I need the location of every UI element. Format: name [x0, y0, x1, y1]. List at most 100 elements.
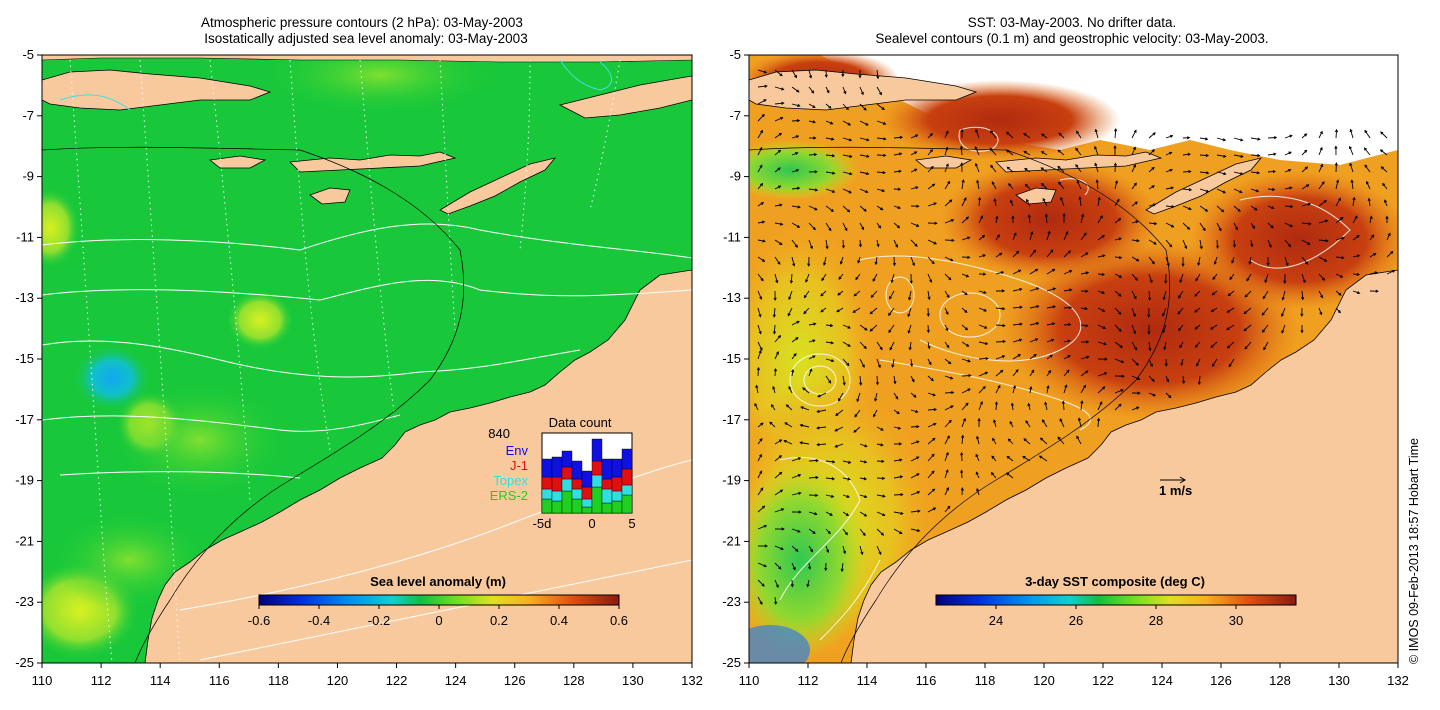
velocity-vector [1249, 256, 1252, 265]
sumbawa-island [209, 155, 267, 169]
velocity-vector-head [1337, 309, 1341, 314]
velocity-vector-head [932, 183, 936, 187]
velocity-vector [1029, 338, 1038, 343]
velocity-vector [808, 528, 816, 534]
velocity-vector-head [930, 165, 934, 170]
data-count-bar-segment [551, 500, 563, 514]
velocity-vector-head [1026, 198, 1029, 203]
velocity-vector [1318, 239, 1328, 242]
velocity-vector [825, 137, 834, 140]
velocity-vector-head [1379, 149, 1384, 153]
left-x-tick-label: 118 [268, 673, 289, 688]
velocity-vector-head [1104, 357, 1108, 361]
velocity-vector-head [960, 487, 964, 491]
velocity-vector [927, 290, 930, 300]
velocity-vector [910, 473, 920, 479]
velocity-vector [1012, 233, 1017, 241]
velocity-vector [1080, 324, 1088, 327]
velocity-vector-head [789, 280, 793, 284]
velocity-vector-head [796, 224, 801, 228]
velocity-vector-head [780, 508, 785, 512]
left-panel: Atmospheric pressure contours (2 hPa): 0… [15, 15, 703, 688]
velocity-vector-head [897, 205, 901, 210]
velocity-vector-head [773, 297, 777, 301]
velocity-vector-head [1069, 269, 1073, 273]
velocity-vector-head [967, 236, 971, 240]
velocity-vector [910, 440, 919, 445]
velocity-vector-head [1136, 258, 1140, 262]
velocity-vector-head [855, 276, 859, 281]
velocity-vector [944, 131, 949, 139]
velocity-vector-head [1349, 162, 1353, 166]
velocity-vector [859, 86, 864, 95]
velocity-vector [1046, 269, 1055, 275]
sla-cyan-contour [559, 59, 612, 91]
velocity-vector [961, 358, 971, 362]
velocity-vector-head [831, 137, 835, 141]
velocity-vector-head [1083, 232, 1087, 236]
velocity-vector-head [820, 293, 824, 297]
velocity-vector [1114, 358, 1124, 363]
velocity-vector [841, 562, 844, 572]
velocity-vector [1131, 341, 1137, 350]
velocity-vector [1080, 272, 1089, 275]
velocity-vector-head [1164, 280, 1168, 284]
velocity-vector [1301, 290, 1304, 300]
velocity-vector-head [814, 512, 818, 516]
left-title-line2: Isostatically adjusted sea level anomaly… [204, 31, 527, 46]
velocity-vector-head [1334, 145, 1338, 149]
velocity-vector-head [946, 435, 950, 439]
velocity-vector [784, 440, 793, 445]
sla-lime-area-3 [260, 55, 500, 115]
left-y-tick-label: -25 [15, 655, 34, 670]
velocity-vector-head [781, 101, 785, 105]
velocity-vector-head [1211, 363, 1215, 367]
velocity-vector-head [1188, 169, 1192, 174]
velocity-vector-head [960, 162, 964, 166]
velocity-vector [944, 435, 950, 445]
velocity-vector [910, 426, 919, 428]
velocity-vector-head [926, 329, 930, 334]
velocity-vector [910, 392, 917, 398]
velocity-vector [757, 165, 763, 173]
velocity-vector-head [964, 292, 968, 296]
velocity-vector [1063, 340, 1071, 343]
velocity-vector [961, 375, 971, 377]
velocity-vector [774, 69, 783, 77]
velocity-vector-head [1323, 199, 1327, 203]
velocity-vector-head [1232, 244, 1237, 248]
velocity-vector [1131, 256, 1139, 262]
velocity-vector [774, 596, 777, 605]
velocity-vector [1025, 420, 1031, 428]
velocity-vector [1318, 181, 1325, 190]
velocity-vector-head [914, 168, 918, 172]
velocity-vector [808, 459, 819, 462]
velocity-vector [1178, 324, 1184, 331]
velocity-vector [859, 477, 867, 480]
velocity-vector-head [1147, 331, 1151, 335]
velocity-vector-head [1188, 188, 1193, 192]
velocity-vector-head [764, 84, 768, 88]
right-cb-tick-label: 26 [1069, 613, 1083, 628]
velocity-vector-head [759, 601, 763, 605]
velocity-vector-head [1226, 345, 1231, 349]
left-axes: 110 112 114 116 118 120 122 124 126 128 130 132-5-7… [15, 47, 703, 688]
velocity-vector-head [1060, 196, 1064, 201]
velocity-vector-head [945, 146, 949, 150]
velocity-vector [757, 350, 762, 360]
velocity-vector [910, 358, 913, 367]
velocity-vector-head [1099, 401, 1103, 405]
velocity-vector-head [1257, 137, 1261, 141]
velocity-vector [1046, 385, 1049, 394]
velocity-vector [927, 408, 937, 411]
velocity-vector-head [858, 244, 863, 248]
velocity-vector-head [760, 129, 763, 134]
velocity-vector [1040, 437, 1048, 445]
velocity-vector [859, 324, 868, 331]
velocity-vector-head [756, 366, 761, 371]
velocity-vector [1029, 268, 1038, 275]
data-count-bar-segment [541, 488, 553, 500]
velocity-vector [757, 114, 765, 122]
velocity-vector [876, 69, 879, 79]
velocity-vector [1384, 200, 1388, 207]
